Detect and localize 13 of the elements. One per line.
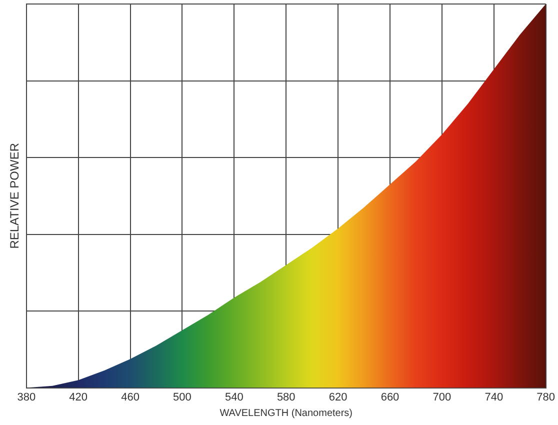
x-tick-label: 700 <box>432 391 452 404</box>
x-tick-label: 540 <box>224 391 244 404</box>
x-tick-label: 660 <box>380 391 400 404</box>
x-tick-label: 780 <box>536 391 556 404</box>
x-tick-label: 380 <box>17 391 36 404</box>
x-tick-label: 420 <box>69 391 88 404</box>
x-tick-label: 580 <box>276 391 296 404</box>
x-axis-title: WAVELENGTH (Nanometers) <box>220 408 353 419</box>
x-tick-label: 620 <box>328 391 348 404</box>
x-tick-label: 740 <box>484 391 504 404</box>
x-tick-label: 460 <box>121 391 140 404</box>
x-tick-label: 500 <box>173 391 192 404</box>
y-axis-title: RELATIVE POWER <box>8 142 22 249</box>
